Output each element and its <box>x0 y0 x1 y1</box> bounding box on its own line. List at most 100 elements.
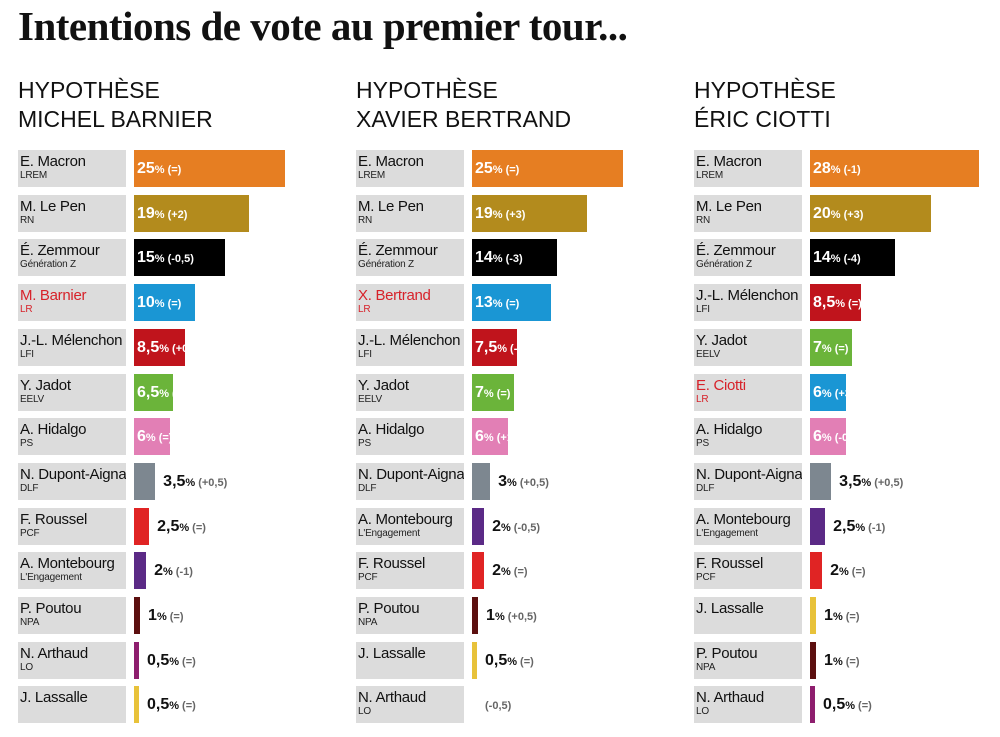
percent-sign: % <box>830 164 841 176</box>
vote-value: 8,5% (+0,5) <box>137 329 201 366</box>
vote-bar <box>810 374 847 411</box>
vote-change: (-0,5) <box>513 522 541 534</box>
vote-value: 6,5% (-0,5) <box>137 374 198 411</box>
candidate-party: LO <box>358 706 371 717</box>
vote-bar <box>472 418 509 455</box>
candidate-label: N. Dupont-Aignan DLF <box>694 463 802 500</box>
vote-value: 25% (=) <box>475 150 519 187</box>
vote-value: 0,5% (=) <box>823 686 872 723</box>
candidate-name: E. Macron <box>696 153 762 170</box>
percent-sign: % <box>501 522 511 534</box>
panel-title-line: HYPOTHÈSE <box>356 77 498 103</box>
candidate-row: Y. Jadot EELV 6,5% (-0,5) <box>18 374 348 411</box>
vote-value: 0,5% (=) <box>147 686 196 723</box>
candidate-name: J. Lassalle <box>20 689 88 706</box>
vote-bar <box>810 418 847 455</box>
candidate-label: É. Zemmour Génération Z <box>694 239 802 276</box>
vote-value: 1% (=) <box>824 642 859 679</box>
vote-change: (-1) <box>510 343 528 355</box>
percent-sign: % <box>497 343 508 355</box>
candidate-name: P. Poutou <box>20 600 82 617</box>
candidate-row: P. Poutou NPA 1% (=) <box>18 597 348 634</box>
vote-change: (+1) <box>496 432 517 444</box>
candidate-label: N. Dupont-Aignan DLF <box>18 463 126 500</box>
vote-percent: 3,5 <box>163 473 186 490</box>
candidate-label: P. Poutou NPA <box>18 597 126 634</box>
vote-change: (=) <box>167 298 182 310</box>
candidate-party: L'Engagement <box>358 528 420 539</box>
candidate-name: N. Dupont-Aignan <box>20 466 126 483</box>
vote-change: (=) <box>496 388 511 400</box>
percent-sign: % <box>154 164 165 176</box>
percent-sign: % <box>492 298 503 310</box>
vote-change: (-0,5) <box>485 700 512 712</box>
candidate-label: M. Barnier LR <box>18 284 126 321</box>
vote-percent: 3 <box>498 473 508 490</box>
percent-sign: % <box>492 209 503 221</box>
vote-change: (+3) <box>843 209 864 221</box>
vote-bar <box>810 552 823 589</box>
candidate-party: RN <box>358 215 373 226</box>
vote-percent: 0,5 <box>485 652 508 669</box>
candidate-row: J.-L. Mélenchon LFI 8,5% (+0,5) <box>18 329 348 366</box>
candidate-party: PS <box>358 438 371 449</box>
vote-bar <box>472 552 485 589</box>
percent-sign: % <box>154 209 165 221</box>
candidate-label: M. Le Pen RN <box>694 195 802 232</box>
percent-sign: % <box>154 298 165 310</box>
vote-value: 28% (-1) <box>813 150 861 187</box>
candidate-row: J. Lassalle 0,5% (=) <box>18 686 348 723</box>
percent-sign: % <box>830 209 841 221</box>
candidate-name: N. Arthaud <box>20 645 88 662</box>
candidate-party: LR <box>358 304 371 315</box>
candidate-label: F. Roussel PCF <box>18 508 126 545</box>
percent-sign: % <box>507 477 517 489</box>
vote-percent: 8,5 <box>813 294 836 311</box>
vote-value: (-0,5) <box>482 686 511 723</box>
vote-value: 0,5% (=) <box>485 642 534 679</box>
vote-bar <box>810 597 817 634</box>
vote-value: 7% (=) <box>813 329 848 366</box>
candidate-row: P. Poutou NPA 1% (+0,5) <box>356 597 686 634</box>
vote-value: 19% (+3) <box>475 195 525 232</box>
candidate-name: E. Ciotti <box>696 377 746 394</box>
candidate-row: M. Le Pen RN 19% (+2) <box>18 195 348 232</box>
vote-percent: 2 <box>154 562 163 579</box>
vote-bar <box>134 597 141 634</box>
candidate-party: LR <box>20 304 33 315</box>
vote-percent: 0,5 <box>147 696 170 713</box>
candidate-label: N. Arthaud LO <box>356 686 464 723</box>
vote-bar <box>810 463 832 500</box>
candidate-name: N. Arthaud <box>358 689 426 706</box>
vote-change: (=) <box>851 566 866 578</box>
vote-percent: 20 <box>813 205 831 222</box>
candidate-label: É. Zemmour Génération Z <box>356 239 464 276</box>
percent-sign: % <box>839 566 849 578</box>
candidate-name: A. Hidalgo <box>358 421 425 438</box>
vote-bar <box>134 284 195 321</box>
vote-change: (+0,5) <box>507 611 537 623</box>
candidate-party: LFI <box>696 304 710 315</box>
candidate-name: A. Montebourg <box>696 511 791 528</box>
percent-sign: % <box>483 388 494 400</box>
vote-percent: 6,5 <box>137 384 160 401</box>
candidate-label: Y. Jadot EELV <box>18 374 126 411</box>
panel-title: HYPOTHÈSE XAVIER BERTRAND <box>356 76 571 134</box>
candidate-row: É. Zemmour Génération Z 14% (-4) <box>694 239 1000 276</box>
percent-sign: % <box>179 522 190 534</box>
chart-panel-ciotti: HYPOTHÈSE ÉRIC CIOTTI E. Macron LREM 28% (-… <box>694 76 1000 736</box>
candidate-name: Y. Jadot <box>358 377 409 394</box>
candidate-name: X. Bertrand <box>358 287 431 304</box>
vote-change: (=) <box>505 164 520 176</box>
vote-change: (=) <box>158 432 173 444</box>
candidate-party: LR <box>696 394 709 405</box>
candidate-name: E. Macron <box>20 153 86 170</box>
vote-change: (+3) <box>505 209 526 221</box>
candidate-row: A. Montebourg L'Engagement 2,5% (-1) <box>694 508 1000 545</box>
vote-percent: 8,5 <box>137 339 160 356</box>
vote-change: (=) <box>182 656 196 668</box>
candidate-name: É. Zemmour <box>696 242 776 259</box>
candidate-label: A. Hidalgo PS <box>694 418 802 455</box>
vote-change: (=) <box>505 298 520 310</box>
candidate-name: F. Roussel <box>696 555 764 572</box>
